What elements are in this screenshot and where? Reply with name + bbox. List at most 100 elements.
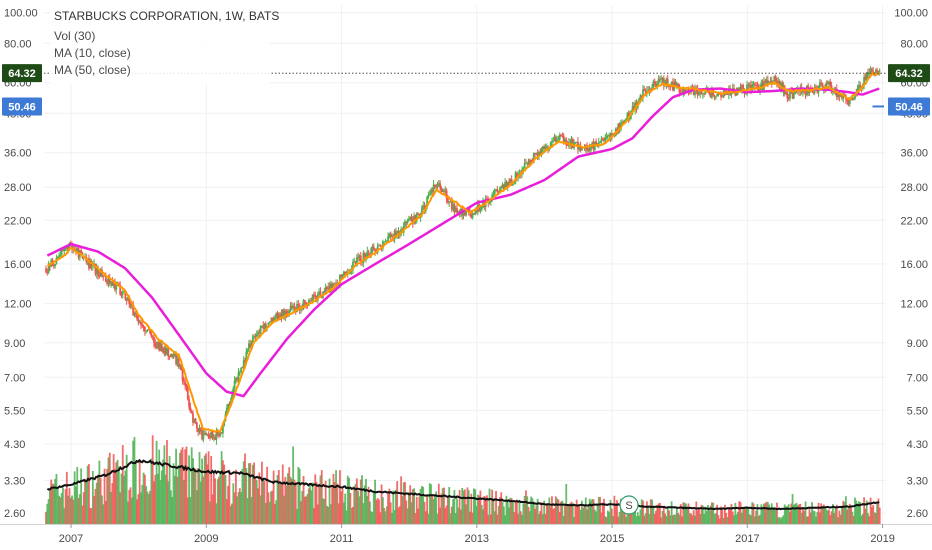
volume-bar <box>45 511 47 524</box>
volume-bar <box>630 510 633 524</box>
candle-body <box>430 189 432 195</box>
volume-bar <box>463 489 466 524</box>
candle-body <box>120 294 123 296</box>
ma10-line <box>47 71 880 433</box>
y-tick-label-left: 4.30 <box>4 439 25 451</box>
dividend-marker[interactable] <box>619 495 639 515</box>
volume-bar <box>796 505 799 524</box>
volume-bar <box>705 511 708 524</box>
volume-bar <box>73 471 76 524</box>
volume-bar <box>500 492 503 524</box>
candle-body <box>865 72 868 80</box>
candle-body <box>193 418 196 423</box>
candle-body <box>622 122 625 123</box>
volume-bar <box>268 501 271 524</box>
candle-body <box>668 86 670 87</box>
volume-bar <box>277 469 280 524</box>
candle-body <box>473 213 475 215</box>
volume-bar <box>233 492 236 524</box>
candle-body <box>640 95 643 99</box>
y-tick-label-left: 28.00 <box>4 182 32 194</box>
candle-body <box>415 213 418 222</box>
candle-body <box>268 321 271 323</box>
candle-body <box>439 183 442 188</box>
candle-body <box>509 179 512 184</box>
volume-bar <box>855 500 858 524</box>
candle-body <box>296 304 298 312</box>
volume-bar <box>588 498 591 524</box>
candle-body <box>747 84 750 87</box>
volume-bar <box>813 511 816 524</box>
candle-body <box>545 146 548 148</box>
volume-bar <box>483 495 486 524</box>
candle-body <box>211 431 214 439</box>
volume-bar <box>785 506 787 524</box>
volume-bar <box>227 485 230 524</box>
volume-bar <box>422 486 425 524</box>
volume-bar <box>121 445 124 524</box>
volume-bar <box>274 503 276 524</box>
volume-bar <box>133 436 136 524</box>
volume-bar <box>690 513 693 524</box>
volume-bar <box>596 504 599 524</box>
candle-body <box>528 159 531 165</box>
candle-body <box>56 256 59 259</box>
candle-body <box>574 142 577 144</box>
volume-bar <box>577 505 579 524</box>
volume-bar <box>410 502 413 524</box>
candle-body <box>878 71 881 73</box>
volume-bar <box>358 496 361 524</box>
candle-body <box>219 432 222 437</box>
volume-bar <box>776 502 778 524</box>
candle-body <box>128 296 131 305</box>
candle-body <box>763 81 765 90</box>
volume-bar <box>872 504 875 524</box>
candle-body <box>427 195 430 198</box>
volume-bar <box>566 505 569 524</box>
candle-body <box>493 189 496 195</box>
candle-body <box>657 78 660 84</box>
volume-bar <box>310 490 313 524</box>
candle-body <box>570 138 573 145</box>
volume-bar <box>493 511 496 524</box>
candle-body <box>112 282 115 286</box>
volume-bar <box>747 506 750 524</box>
volume-bar <box>107 457 110 524</box>
y-tick-label-right: 9.00 <box>907 338 928 350</box>
volume-bar <box>579 509 582 524</box>
candle-body <box>553 136 556 141</box>
y-tick-label-left: 7.00 <box>4 372 25 384</box>
volume-bar <box>536 498 539 524</box>
volume-bar <box>182 479 185 524</box>
volume-bar <box>763 503 765 524</box>
candle-body <box>821 83 824 89</box>
volume-bar <box>168 455 171 524</box>
volume-bar <box>471 512 474 524</box>
volume-bar <box>807 516 810 524</box>
volume-bar <box>146 491 149 524</box>
volume-bar <box>467 490 470 524</box>
volume-bar <box>60 493 63 524</box>
volume-bar <box>380 484 383 524</box>
volume-bar <box>145 486 148 524</box>
volume-bar <box>850 506 852 524</box>
volume-bar <box>436 513 439 524</box>
volume-bar <box>798 504 800 524</box>
candle-body <box>501 184 504 187</box>
volume-bar <box>332 473 335 524</box>
volume-bar <box>828 509 830 524</box>
candle-body <box>791 90 794 99</box>
candle-body <box>381 241 384 249</box>
volume-bar <box>525 490 527 524</box>
candle-body <box>623 120 626 123</box>
candle-body <box>250 343 253 348</box>
y-tick-label-right: 100.00 <box>894 8 928 20</box>
candle-body <box>631 106 634 112</box>
candle-body <box>288 311 291 314</box>
volume-bar <box>128 489 131 524</box>
volume-bar <box>420 486 423 524</box>
candle-body <box>479 209 482 211</box>
volume-bar <box>636 512 639 524</box>
volume-bar <box>439 507 442 524</box>
